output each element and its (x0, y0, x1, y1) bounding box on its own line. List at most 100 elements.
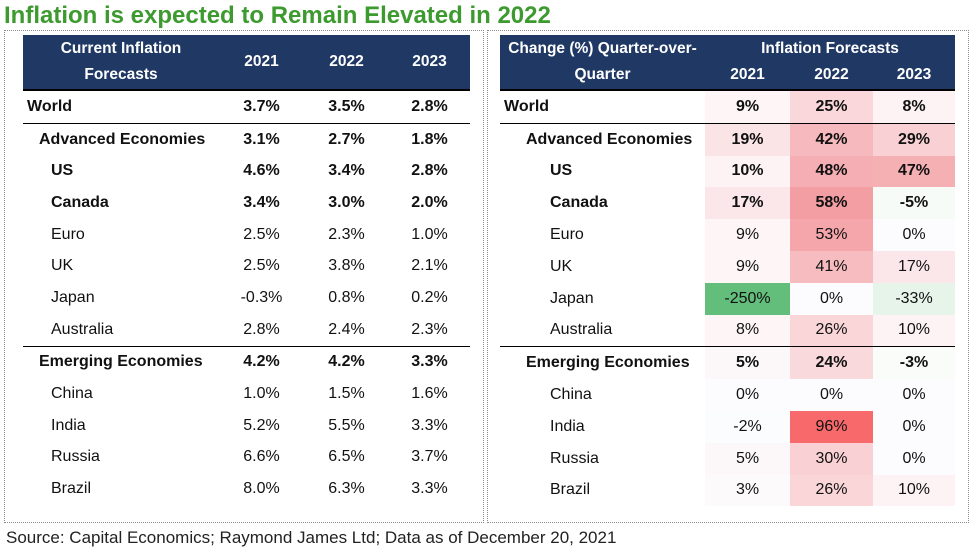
table-row-japan: Japan -250% 0% -33% (500, 282, 956, 315)
row-label: Advanced Economies (500, 122, 705, 156)
row-label: Euro (51, 225, 85, 243)
cell-2021: -0.3% (240, 288, 283, 306)
table-row-canada: Canada 3.4% 3.0% 2.0% (23, 187, 470, 219)
table-row-world: World 9% 25% 8% (500, 88, 956, 124)
column-header-2023: 2023 (896, 66, 932, 83)
header-label-line1: Change (%) Quarter-over- (508, 40, 697, 57)
table-row-russia: Russia 6.6% 6.5% 3.7% (23, 442, 470, 474)
cell-2023: 10% (873, 474, 956, 507)
cell-2021: 19% (705, 122, 790, 156)
table-row-india: India -2% 96% 0% (500, 410, 956, 443)
cell-2022: 0.8% (328, 288, 365, 306)
cell-2021: 1.0% (243, 385, 280, 403)
table-row-world: World 3.7% 3.5% 2.8% (23, 88, 470, 124)
cell-2022: 53% (790, 219, 873, 251)
cell-2022: 42% (790, 122, 873, 156)
cell-2021: 3.4% (243, 193, 280, 211)
cell-2021: 9% (705, 250, 790, 283)
row-label: US (550, 162, 573, 180)
cell-2023: 2.8% (389, 88, 470, 124)
cell-2021: 10% (705, 155, 790, 188)
cell-2023: 47% (873, 155, 956, 188)
cell-2021: 0% (705, 379, 790, 411)
cell-2023: -3% (873, 346, 956, 380)
cell-2021: 2.5% (243, 257, 280, 275)
row-label: Emerging Economies (500, 346, 705, 380)
cell-2023: 8% (873, 88, 956, 124)
row-label: Emerging Economies (23, 345, 219, 379)
cell-2022: 96% (790, 410, 873, 443)
row-label: Canada (51, 193, 109, 211)
header-label: Current Inflation Forecasts (23, 35, 219, 90)
cell-2023: -33% (873, 282, 956, 315)
header-label-line2: Quarter (574, 66, 631, 83)
table-row-us: US 10% 48% 47% (500, 155, 956, 188)
cell-2023: 29% (873, 122, 956, 156)
row-label: India (51, 416, 86, 434)
cell-2022: 30% (790, 442, 873, 475)
cell-2022: 41% (790, 250, 873, 283)
column-header-2021: 2021 (219, 35, 304, 90)
header-label-line2: Forecasts (84, 66, 158, 83)
table-row-australia: Australia 2.8% 2.4% 2.3% (23, 314, 470, 346)
cell-2021: 9% (705, 219, 790, 251)
cell-2022: 58% (790, 187, 873, 220)
cell-2023: 0.2% (411, 288, 448, 306)
row-label: India (550, 417, 585, 435)
cell-2021: 3% (705, 474, 790, 507)
table-row-us: US 4.6% 3.4% 2.8% (23, 155, 470, 187)
cell-2021: 2.5% (243, 225, 280, 243)
column-header-2022: 2022 (814, 66, 849, 83)
chart-title: Inflation is expected to Remain Elevated… (4, 2, 551, 29)
table-row-advanced-economies: Advanced Economies 3.1% 2.7% 1.8% (23, 122, 470, 156)
table-row-russia: Russia 5% 30% 0% (500, 442, 956, 475)
cell-2021: 8% (705, 314, 790, 347)
cell-2023: 2.1% (411, 257, 448, 275)
quarterly-change-table: Change (%) Quarter-over- Quarter Inflati… (500, 35, 956, 507)
cell-2022: 1.5% (328, 385, 365, 403)
cell-2021: 4.6% (243, 162, 280, 180)
cell-2021: 2.8% (243, 320, 280, 338)
quarterly-change-panel: Change (%) Quarter-over- Quarter Inflati… (487, 30, 969, 523)
cell-2023: 3.7% (411, 448, 448, 466)
cell-2022: 2.4% (328, 320, 365, 338)
cell-2021: 8.0% (243, 480, 280, 498)
cell-2022: 25% (790, 88, 873, 124)
cell-2023: 0% (873, 410, 956, 443)
current-forecasts-panel: Current Inflation Forecasts 2021 2022 20… (4, 30, 484, 523)
cell-2023: 0% (873, 379, 956, 411)
row-label: Japan (550, 289, 594, 307)
cell-2023: 3.3% (411, 480, 448, 498)
row-label: Russia (51, 448, 100, 466)
cell-2023: 2.0% (411, 193, 448, 211)
cell-2023: 1.6% (411, 385, 448, 403)
cell-2022: 24% (790, 346, 873, 380)
cell-2022: 3.8% (328, 257, 365, 275)
row-label: UK (550, 257, 573, 275)
table-row-euro: Euro 2.5% 2.3% 1.0% (23, 219, 470, 251)
cell-2022: 4.2% (304, 345, 389, 379)
table-row-australia: Australia 8% 26% 10% (500, 314, 956, 347)
row-label: China (550, 386, 592, 404)
table-header-row: Current Inflation Forecasts 2021 2022 20… (23, 35, 470, 90)
column-header-2023: 2023 (389, 35, 470, 90)
row-label: Brazil (550, 481, 591, 499)
cell-2021: 5% (705, 346, 790, 380)
table-row-brazil: Brazil 8.0% 6.3% 3.3% (23, 473, 470, 505)
cell-2021: 5% (705, 442, 790, 475)
group-header-cell: Inflation Forecasts 2021 2022 2023 (705, 35, 956, 90)
cell-2023: 1.8% (389, 122, 470, 156)
row-label: Brazil (51, 480, 92, 498)
cell-2023: 3.3% (411, 416, 448, 434)
table-row-china: China 0% 0% 0% (500, 379, 956, 411)
cell-2023: 10% (873, 314, 956, 347)
source-note: Source: Capital Economics; Raymond James… (6, 528, 617, 547)
cell-2022: 6.3% (328, 480, 365, 498)
row-label: Japan (51, 288, 95, 306)
cell-2021: 3.7% (219, 88, 304, 124)
cell-2022: 0% (790, 379, 873, 411)
table-body: World 3.7% 3.5% 2.8% Advanced Economies 3.1% 2… (23, 88, 470, 505)
cell-2022: 26% (790, 474, 873, 507)
column-header-2021: 2021 (730, 66, 765, 83)
table-row-euro: Euro 9% 53% 0% (500, 219, 956, 251)
